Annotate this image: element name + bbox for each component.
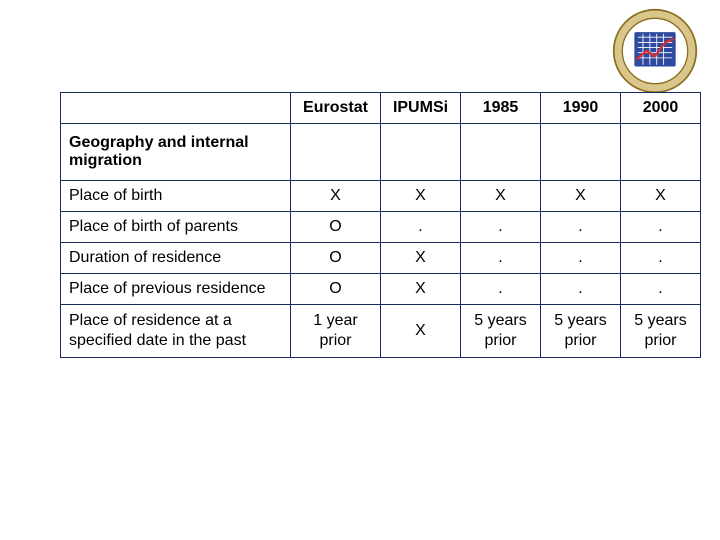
section-cell <box>291 124 381 181</box>
slide: Eurostat IPUMSi 1985 1990 2000 Geography… <box>0 0 720 540</box>
row-label: Place of birth <box>61 181 291 212</box>
header-col-eurostat: Eurostat <box>291 93 381 124</box>
header-col-ipumsi: IPUMSi <box>381 93 461 124</box>
cell: . <box>621 274 701 305</box>
cell: O <box>291 212 381 243</box>
comparison-table-container: Eurostat IPUMSi 1985 1990 2000 Geography… <box>60 92 700 358</box>
cell: 1 year prior <box>291 305 381 358</box>
cell: X <box>541 181 621 212</box>
cell: . <box>541 274 621 305</box>
table-row: Duration of residence O X . . . <box>61 243 701 274</box>
header-col-1990: 1990 <box>541 93 621 124</box>
section-cell <box>621 124 701 181</box>
cell: . <box>461 243 541 274</box>
section-row: Geography and internal migration <box>61 124 701 181</box>
table-row: Place of birth of parents O . . . . <box>61 212 701 243</box>
section-cell <box>381 124 461 181</box>
header-col-2000: 2000 <box>621 93 701 124</box>
section-cell <box>541 124 621 181</box>
header-blank <box>61 93 291 124</box>
header-col-1985: 1985 <box>461 93 541 124</box>
cell: . <box>381 212 461 243</box>
row-label: Duration of residence <box>61 243 291 274</box>
row-label: Place of residence at a specified date i… <box>61 305 291 358</box>
table-row: Place of residence at a specified date i… <box>61 305 701 358</box>
table-row: Place of previous residence O X . . . <box>61 274 701 305</box>
cell: X <box>381 243 461 274</box>
cell: X <box>381 181 461 212</box>
row-label: Place of birth of parents <box>61 212 291 243</box>
cell: X <box>461 181 541 212</box>
cell: . <box>461 274 541 305</box>
section-label: Geography and internal migration <box>61 124 291 181</box>
comparison-table: Eurostat IPUMSi 1985 1990 2000 Geography… <box>60 92 701 358</box>
cell: X <box>381 305 461 358</box>
cell: X <box>621 181 701 212</box>
cell: X <box>381 274 461 305</box>
row-label: Place of previous residence <box>61 274 291 305</box>
cell: . <box>621 243 701 274</box>
cell: . <box>461 212 541 243</box>
seal-icon <box>612 8 698 94</box>
institute-logo <box>612 8 698 94</box>
section-cell <box>461 124 541 181</box>
cell: 5 years prior <box>541 305 621 358</box>
cell: . <box>541 212 621 243</box>
table-header-row: Eurostat IPUMSi 1985 1990 2000 <box>61 93 701 124</box>
table-row: Place of birth X X X X X <box>61 181 701 212</box>
cell: . <box>621 212 701 243</box>
cell: . <box>541 243 621 274</box>
cell: 5 years prior <box>461 305 541 358</box>
cell: O <box>291 243 381 274</box>
cell: X <box>291 181 381 212</box>
cell: O <box>291 274 381 305</box>
cell: 5 years prior <box>621 305 701 358</box>
table-body: Geography and internal migration Place o… <box>61 124 701 358</box>
